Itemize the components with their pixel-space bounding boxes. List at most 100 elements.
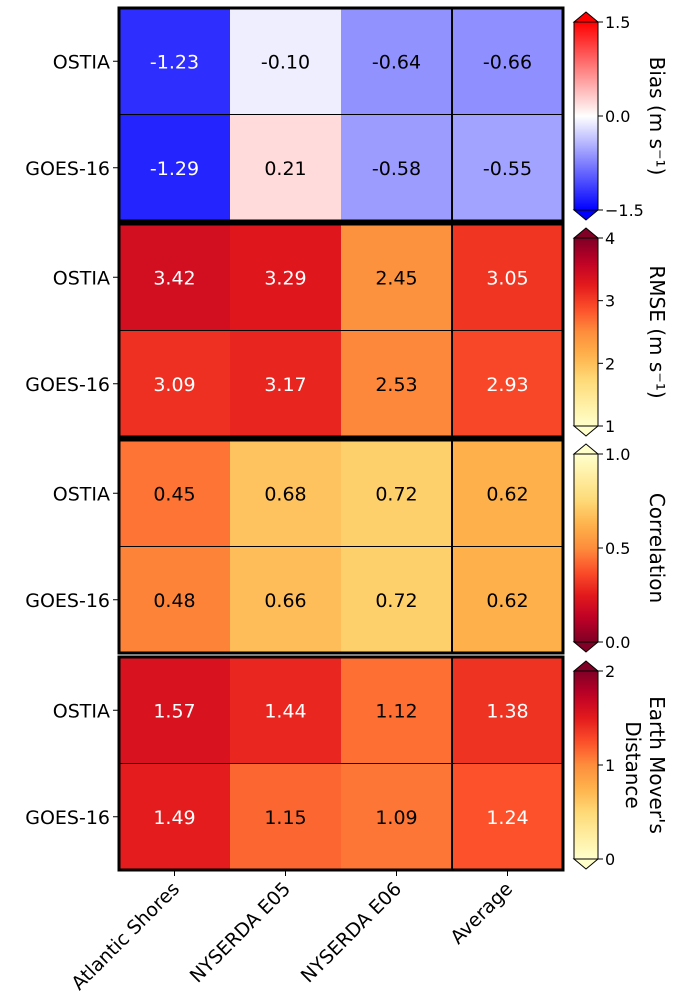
heatmap-cell [230,546,341,653]
x-tick-label: NYSERDA E05 [186,878,295,987]
colorbar-tick-label: −1.5 [605,201,644,220]
colorbar-tick-label: 2 [605,662,615,681]
heatmap-cell [341,330,452,437]
colorbar-label: Bias (m s⁻¹) [645,57,669,176]
heatmap-cell [230,657,341,764]
cell-value-label: 2.93 [486,374,528,396]
colorbar-tick-label: 1.0 [605,445,630,464]
row-label: GOES-16 [25,158,110,180]
cell-value-label: 0.62 [486,590,528,612]
row-label: GOES-16 [25,807,110,829]
cell-value-label: 1.24 [486,807,528,829]
colorbar-tick-label: 0.0 [605,633,630,652]
cell-value-label: 1.12 [375,700,417,722]
cell-value-label: 3.17 [264,374,306,396]
cell-value-label: 1.57 [153,700,195,722]
colorbar [574,671,598,859]
heatmap-cell [230,763,341,870]
heatmap-cell [230,440,341,547]
colorbar [574,454,598,642]
colorbar-tick-label: 0 [605,850,615,869]
cell-value-label: 0.72 [375,483,417,505]
cell-value-label: -0.58 [372,158,421,180]
panel-border [117,655,565,872]
colorbar [574,22,598,210]
cell-value-label: 3.29 [264,267,306,289]
colorbar-tick-label: 3 [605,292,615,311]
cell-value-label: 0.68 [264,483,306,505]
colorbar-label: RMSE (m s⁻¹) [645,265,669,398]
x-tick-label: Average [446,878,517,949]
x-tick-label: NYSERDA E06 [297,878,406,987]
heatmap-cell [119,546,230,653]
cell-value-label: 1.49 [153,807,195,829]
colorbar-tick-label: 0.0 [605,107,630,126]
row-label: OSTIA [53,483,110,505]
heatmap-cell [230,8,341,115]
cell-value-label: 0.21 [264,158,306,180]
colorbar-tick-label: 0.5 [605,539,630,558]
colorbar-tick-label: 1.5 [605,13,630,32]
cell-value-label: 1.15 [264,807,306,829]
heatmap-cell [119,763,230,870]
heatmap-cell [341,224,452,331]
cell-value-label: 2.53 [375,374,417,396]
cell-value-label: -0.66 [483,51,532,73]
cell-value-label: 3.42 [153,267,195,289]
colorbar-extend-min [572,641,600,653]
heatmap-cell [452,546,563,653]
heatmap-cell [119,8,230,115]
heatmap-cell [119,114,230,221]
cell-value-label: -1.29 [150,158,199,180]
cell-value-label: 0.62 [486,483,528,505]
heatmap-cell [341,114,452,221]
colorbar-label: Earth Mover's [645,696,669,834]
colorbar-extend-min [572,209,600,221]
cell-value-label: 1.44 [264,700,306,722]
row-label: GOES-16 [25,590,110,612]
colorbar-extend-max [572,660,600,672]
heatmap-cell [119,330,230,437]
heatmap-cell [230,114,341,221]
colorbar-extend-min [572,858,600,870]
heatmap-cell [119,657,230,764]
panel-1: 3.42 3.29 2.45 3.05 3.09 3.17 2.53 2.93 OSTIA GOE… [25,222,669,439]
cell-value-label: 0.48 [153,590,195,612]
cell-value-label: -0.10 [261,51,310,73]
colorbar-outline [573,237,599,427]
panel-3: 1.57 1.44 1.12 1.38 1.49 1.15 1.09 1.24 OSTIA GOE… [25,655,669,872]
colorbar-label: Distance [621,721,645,808]
cell-value-label: 0.66 [264,590,306,612]
row-label: OSTIA [53,700,110,722]
heatmap-cell [341,440,452,547]
heatmap-cell [119,224,230,331]
heatmap-cell [341,657,452,764]
heatmap-cell [341,8,452,115]
heatmap-cell [230,224,341,331]
row-label: GOES-16 [25,374,110,396]
row-label: OSTIA [53,51,110,73]
cell-value-label: 1.09 [375,807,417,829]
heatmap-cell [452,440,563,547]
heatmap-cell [452,224,563,331]
x-tick-label: Atlantic Shores [67,878,184,995]
colorbar [574,238,598,426]
colorbar-label: Correlation [645,493,669,603]
cell-value-label: 3.09 [153,374,195,396]
row-label: OSTIA [53,267,110,289]
colorbar-tick-label: 1 [605,417,615,436]
colorbar-extend-max [572,11,600,23]
heatmap-cell [452,657,563,764]
heatmap-cell [452,8,563,115]
panel-border [117,438,565,655]
panel-0: -1.23 -0.10 -0.64 -0.66 -1.29 0.21 -0.58 -0.55 O… [25,6,669,223]
panel-border [117,6,565,223]
heatmap-cell [341,546,452,653]
colorbar-tick-label: 1 [605,756,615,775]
panel-border [117,222,565,439]
cell-value-label: -1.23 [150,51,199,73]
cell-value-label: -0.55 [483,158,532,180]
cell-value-label: 1.38 [486,700,528,722]
colorbar-extend-max [572,227,600,239]
